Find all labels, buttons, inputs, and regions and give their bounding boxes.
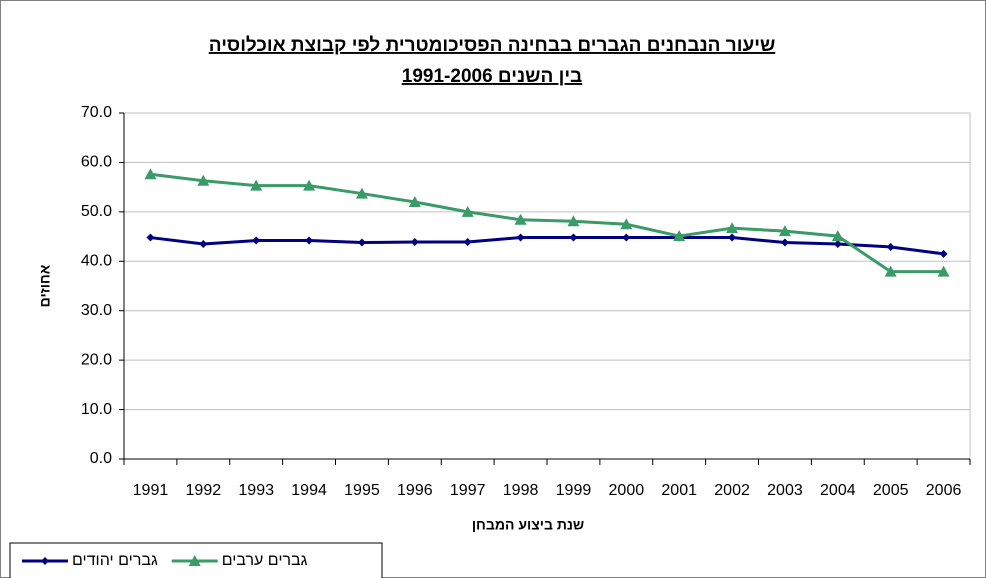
data-point: [728, 233, 737, 242]
data-point: [622, 233, 631, 242]
series-line: [150, 172, 944, 274]
x-axis-title: שנת ביצוע המבחן: [472, 517, 584, 533]
data-point: [305, 236, 314, 245]
data-point: [463, 238, 472, 247]
y-tick-label: 10.0: [81, 401, 112, 418]
data-point: [886, 242, 895, 251]
data-point: [726, 222, 739, 234]
y-tick-label: 40.0: [81, 253, 112, 270]
x-tick-label: 1997: [450, 482, 486, 499]
x-tick-label: 1993: [238, 482, 274, 499]
legend-label: גברים ערבים: [222, 552, 308, 569]
legend-label: גברים יהודים: [72, 552, 158, 569]
series-line: [150, 236, 944, 256]
x-tick-label: 2001: [661, 482, 697, 499]
legend-marker: [188, 555, 201, 566]
data-point: [567, 215, 580, 227]
x-tick-label: 2006: [926, 482, 962, 499]
data-point: [884, 265, 897, 277]
data-point: [780, 238, 789, 247]
data-point: [514, 213, 527, 225]
data-point: [833, 239, 842, 248]
data-point: [199, 239, 208, 248]
plot-area: [123, 112, 971, 460]
y-tick-label: 70.0: [81, 104, 112, 121]
chart-title: שיעור הנבחנים הגברים בבחינה הפסיכומטרית …: [209, 35, 776, 56]
y-tick-label: 20.0: [81, 351, 112, 368]
x-tick-label: 2005: [873, 482, 909, 499]
data-point: [778, 225, 791, 237]
data-point: [410, 238, 419, 247]
data-point: [939, 249, 948, 258]
y-tick-label: 0.0: [90, 450, 112, 467]
x-tick-label: 1999: [556, 482, 592, 499]
x-tick-label: 1991: [133, 482, 169, 499]
x-tick-label: 1994: [291, 482, 327, 499]
y-tick-label: 30.0: [81, 302, 112, 319]
x-tick-label: 2000: [609, 482, 645, 499]
data-point: [357, 238, 366, 247]
x-tick-label: 1992: [186, 482, 222, 499]
data-point: [673, 230, 686, 242]
y-tick-label: 50.0: [81, 203, 112, 220]
x-tick-label: 2003: [767, 482, 803, 499]
chart-subtitle: בין השנים 1991-2006: [402, 66, 582, 87]
data-point: [197, 174, 210, 186]
data-point: [250, 179, 263, 191]
data-point: [569, 233, 578, 242]
x-tick-label: 1998: [503, 482, 539, 499]
data-point: [144, 168, 157, 180]
x-tick-label: 2002: [714, 482, 750, 499]
legend-marker: [41, 557, 49, 565]
x-tick-label: 1995: [344, 482, 380, 499]
data-point: [620, 218, 633, 230]
data-point: [408, 195, 421, 207]
data-point: [146, 233, 155, 242]
data-point: [461, 205, 474, 217]
data-point: [937, 265, 950, 277]
data-point: [831, 230, 844, 242]
data-point: [516, 233, 525, 242]
x-tick-label: 1996: [397, 482, 433, 499]
x-tick-label: 2004: [820, 482, 856, 499]
data-point: [355, 187, 368, 199]
y-axis-title: אחוזים: [37, 264, 53, 307]
y-tick-label: 60.0: [81, 154, 112, 171]
data-point: [303, 179, 316, 191]
data-point: [252, 236, 261, 245]
